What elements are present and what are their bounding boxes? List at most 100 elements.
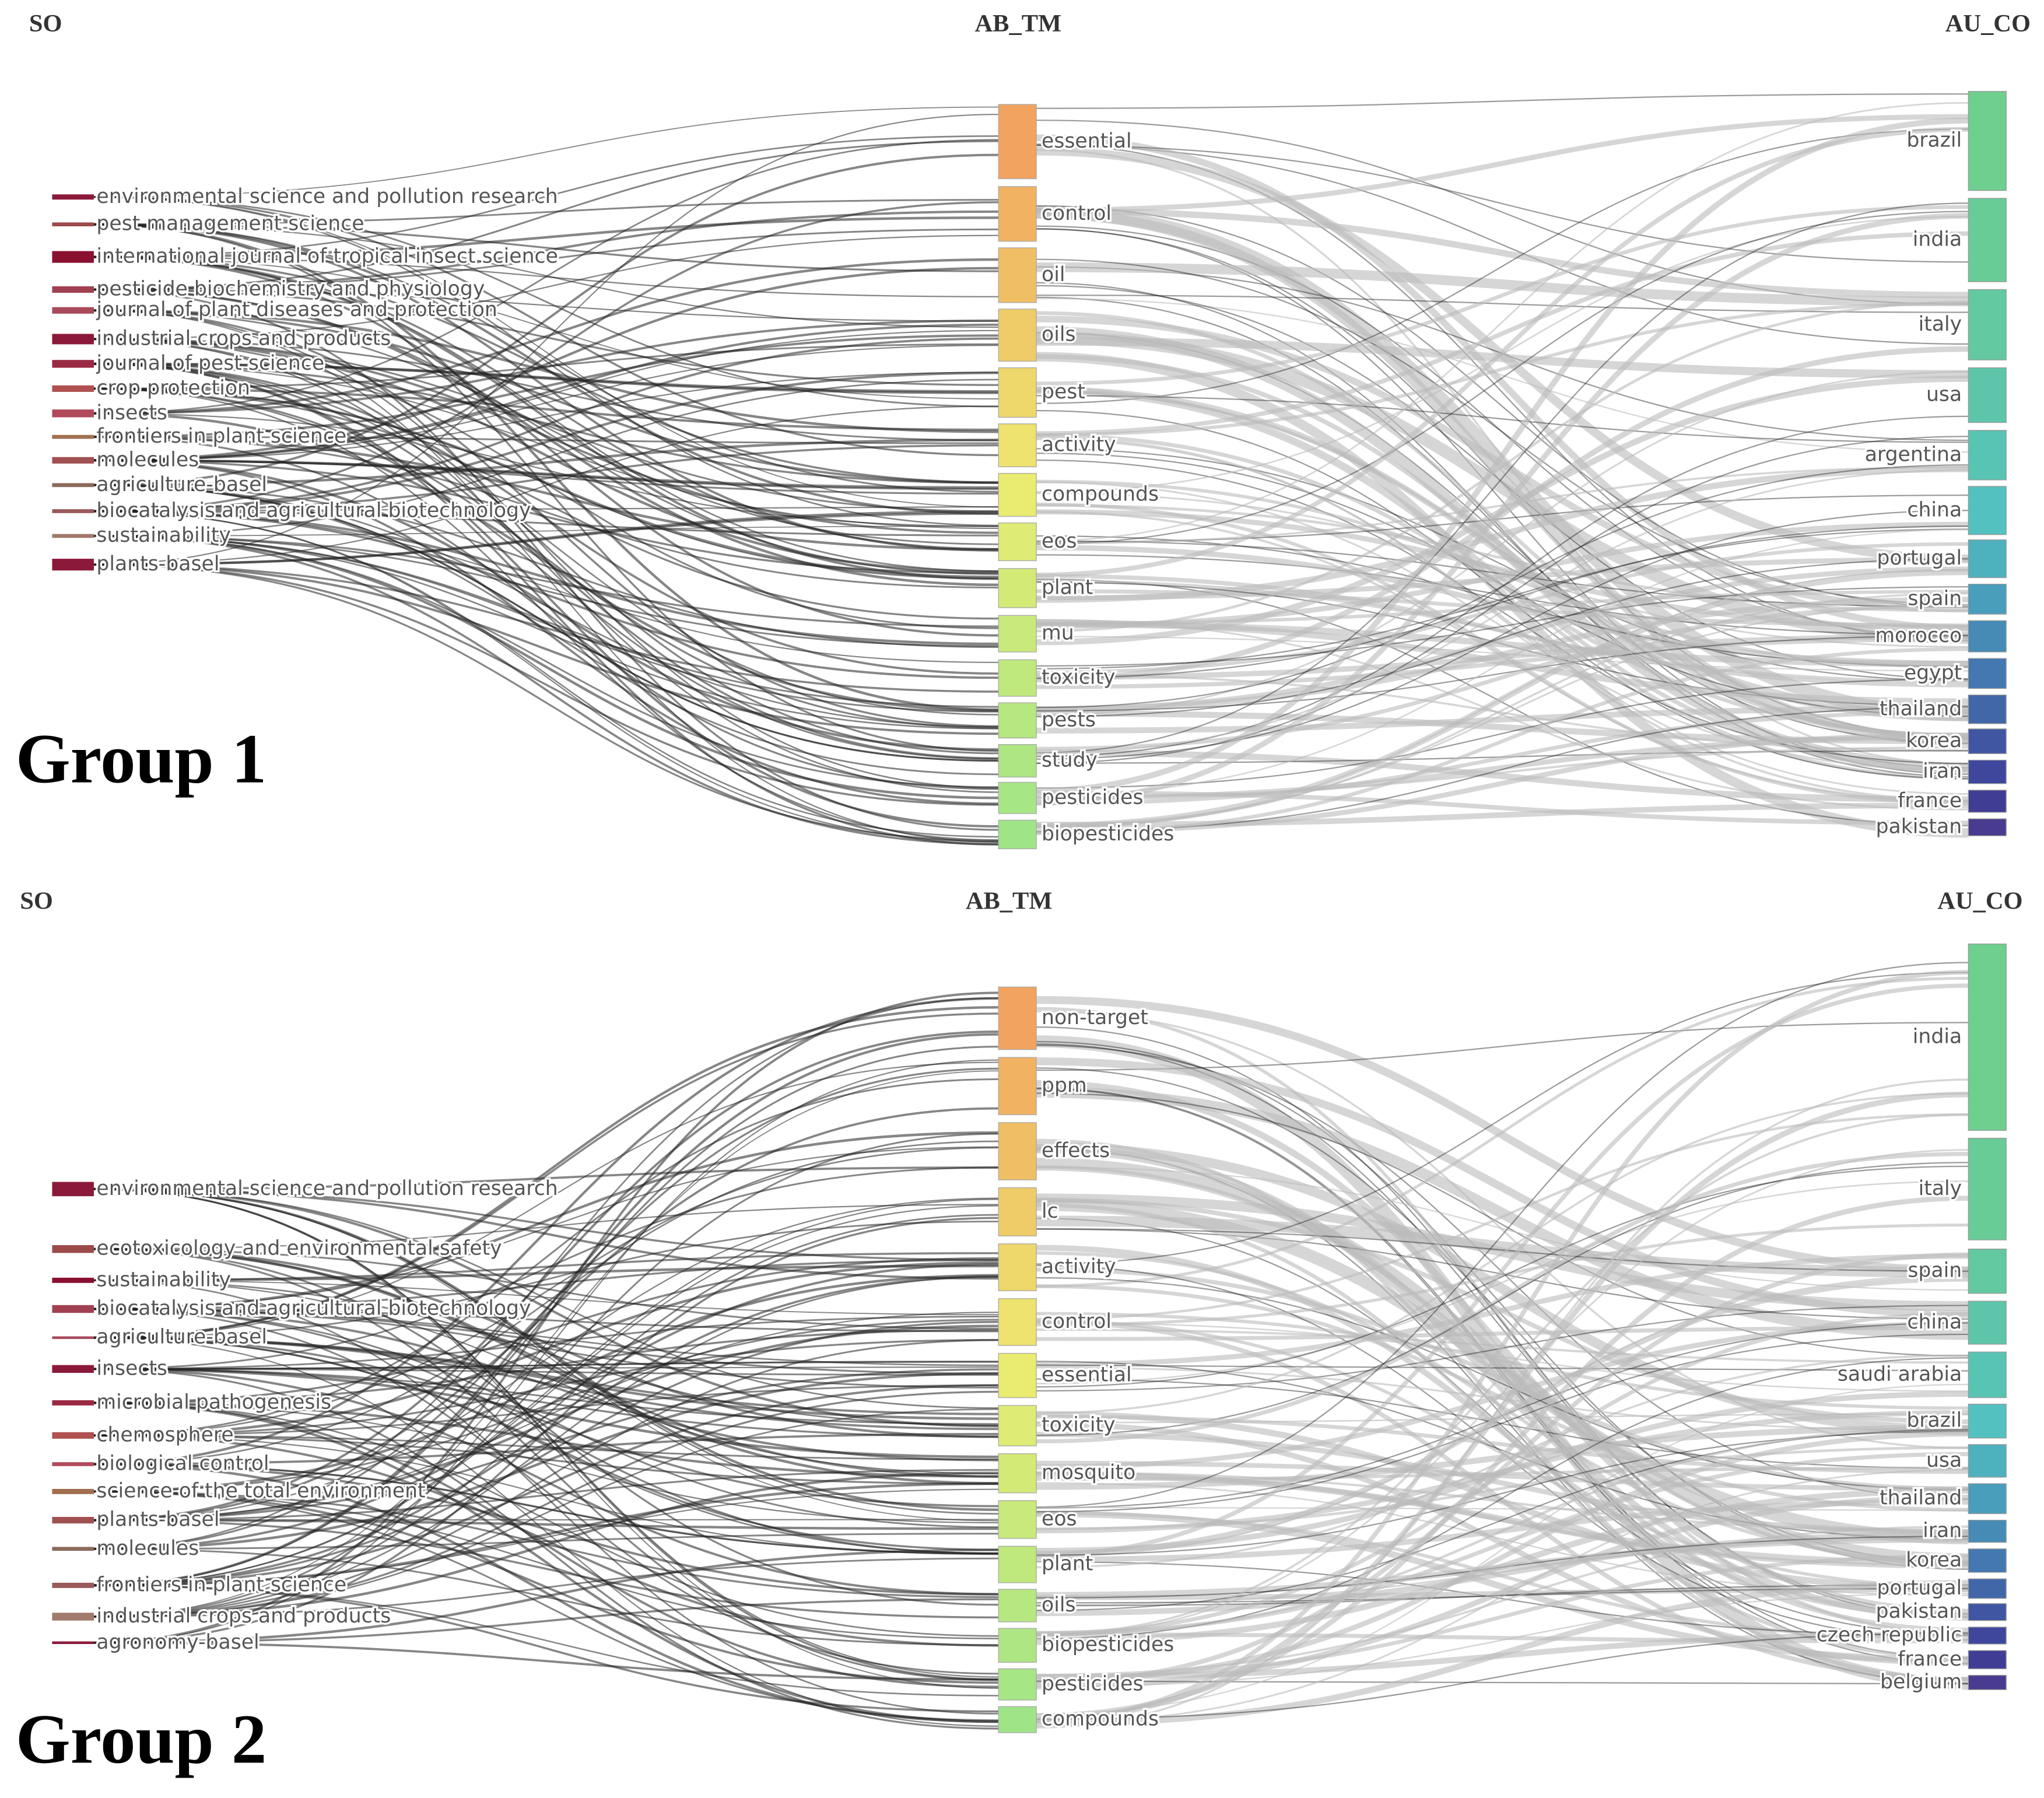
link bbox=[93, 1248, 999, 1330]
link bbox=[93, 1320, 999, 1587]
link bbox=[93, 378, 999, 537]
term-node bbox=[998, 615, 1037, 653]
link bbox=[93, 1598, 999, 1644]
link bbox=[1036, 410, 1969, 780]
link bbox=[1036, 528, 1969, 670]
link bbox=[93, 309, 999, 433]
country-label: egypt bbox=[1904, 661, 1962, 685]
country-label: italy bbox=[1919, 1177, 1962, 1200]
term-label: mosquito bbox=[1042, 1461, 1135, 1484]
term-label: pest bbox=[1042, 380, 1085, 404]
link bbox=[1036, 586, 1969, 667]
link bbox=[93, 371, 999, 461]
link bbox=[93, 210, 999, 291]
link bbox=[93, 1204, 999, 1250]
link bbox=[93, 412, 999, 712]
term-node bbox=[998, 659, 1037, 697]
term-node bbox=[998, 1298, 1037, 1346]
country-label: morocco bbox=[1875, 624, 1962, 647]
link bbox=[1036, 1561, 1969, 1636]
source-label: frontiers in plant science bbox=[96, 425, 346, 448]
group-title: Group 2 bbox=[16, 1700, 267, 1778]
link bbox=[93, 234, 999, 340]
link bbox=[1036, 1218, 1969, 1635]
term-label: essential bbox=[1042, 1364, 1132, 1387]
link bbox=[93, 1070, 999, 1617]
link bbox=[93, 201, 999, 513]
link bbox=[1036, 1471, 1969, 1532]
link bbox=[93, 1401, 999, 1478]
source-node bbox=[52, 1582, 94, 1588]
link bbox=[93, 525, 999, 537]
link bbox=[1036, 1267, 1969, 1491]
link bbox=[93, 436, 999, 790]
source-label: journal of plant diseases and protection bbox=[96, 298, 497, 321]
source-node bbox=[52, 483, 94, 488]
term-label: pesticides bbox=[1042, 1672, 1143, 1695]
link bbox=[93, 1276, 999, 1618]
source-label: chemosphere bbox=[96, 1423, 233, 1446]
link bbox=[93, 310, 999, 843]
link bbox=[93, 1166, 999, 1370]
term-node bbox=[998, 1352, 1037, 1399]
link bbox=[1036, 558, 1969, 718]
link bbox=[1036, 1554, 1969, 1679]
link bbox=[1036, 1333, 1969, 1513]
link bbox=[93, 510, 999, 838]
link bbox=[1036, 390, 1969, 715]
link bbox=[93, 1187, 999, 1280]
source-label: insects bbox=[96, 1357, 167, 1380]
column-header: AB_TM bbox=[974, 10, 1061, 37]
source-label: sustainability bbox=[96, 524, 231, 547]
link bbox=[1036, 976, 1969, 1288]
link bbox=[93, 1133, 999, 1618]
link bbox=[93, 412, 999, 527]
link bbox=[1036, 1326, 1969, 1341]
link bbox=[93, 510, 999, 646]
link bbox=[93, 1166, 999, 1190]
link bbox=[1036, 302, 1969, 437]
link bbox=[1036, 1149, 1969, 1638]
country-label: thailand bbox=[1880, 697, 1962, 720]
link bbox=[93, 114, 999, 566]
term-node bbox=[998, 1057, 1037, 1116]
link bbox=[1036, 970, 1969, 1723]
source-label: crop protection bbox=[96, 376, 250, 399]
country-label: portugal bbox=[1877, 546, 1962, 570]
link bbox=[93, 1338, 999, 1436]
country-label: usa bbox=[1926, 383, 1962, 406]
country-label: india bbox=[1913, 1025, 1962, 1048]
link bbox=[93, 1248, 999, 1681]
link bbox=[93, 535, 999, 628]
term-node bbox=[998, 1589, 1037, 1622]
link bbox=[1036, 962, 1969, 1508]
country-label: argentina bbox=[1865, 443, 1962, 466]
link bbox=[93, 338, 999, 441]
link bbox=[93, 1147, 999, 1436]
source-label: journal of pest science bbox=[96, 352, 324, 375]
source-node bbox=[52, 1305, 94, 1313]
link bbox=[93, 153, 999, 486]
link bbox=[93, 228, 999, 290]
country-node bbox=[1968, 818, 2007, 836]
source-node bbox=[52, 1641, 94, 1644]
link bbox=[93, 1401, 999, 1723]
link bbox=[1036, 705, 1969, 734]
link bbox=[93, 1490, 999, 1722]
country-label: czech republic bbox=[1817, 1623, 1962, 1646]
source-label: pest management science bbox=[96, 212, 364, 236]
link bbox=[93, 1384, 999, 1587]
link bbox=[1036, 134, 1969, 632]
term-node bbox=[998, 1545, 1037, 1583]
term-node bbox=[998, 819, 1037, 850]
link bbox=[1036, 231, 1969, 436]
link bbox=[93, 512, 999, 566]
link bbox=[93, 535, 999, 713]
link bbox=[93, 1308, 999, 1529]
term-node bbox=[998, 472, 1037, 517]
link bbox=[93, 563, 999, 693]
country-label: china bbox=[1907, 1310, 1962, 1334]
country-node bbox=[1968, 1674, 2007, 1690]
source-label: sustainability bbox=[96, 1268, 231, 1291]
country-node bbox=[1968, 1650, 2007, 1670]
